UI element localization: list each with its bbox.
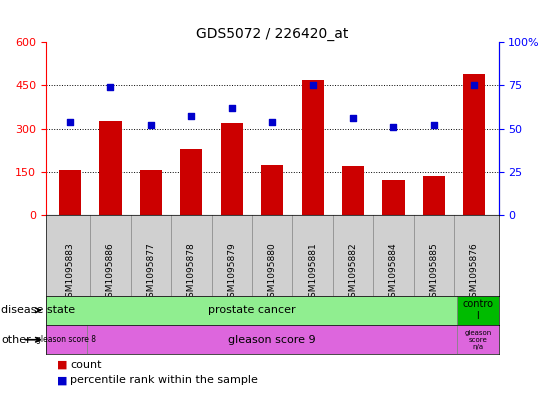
Point [349,115,357,121]
Bar [342,166,364,215]
Bar [59,170,81,215]
Point [147,122,155,128]
Point [470,82,479,88]
Point [66,118,74,125]
Text: ■: ■ [57,360,67,370]
Bar [458,325,499,354]
Text: gleason score 8: gleason score 8 [37,335,96,344]
Bar [382,180,405,215]
Point [308,82,317,88]
Bar [261,165,284,215]
Text: percentile rank within the sample: percentile rank within the sample [70,375,258,386]
Bar [423,176,445,215]
Bar [99,121,122,215]
Point [389,124,398,130]
Point [430,122,438,128]
Text: count: count [70,360,101,370]
Point [268,118,277,125]
Bar [180,149,203,215]
Point [227,105,236,111]
Bar [301,79,324,215]
Bar [463,74,486,215]
Text: other: other [1,335,31,345]
Title: GDS5072 / 226420_at: GDS5072 / 226420_at [196,27,348,41]
Bar [87,325,458,354]
Point [106,84,115,90]
Text: disease state: disease state [1,305,75,315]
Text: gleason
score
n/a: gleason score n/a [465,330,492,350]
Bar [458,296,499,325]
Bar [46,325,87,354]
Bar [220,123,243,215]
Text: ■: ■ [57,375,67,386]
Text: gleason score 9: gleason score 9 [229,335,316,345]
Text: prostate cancer: prostate cancer [208,305,295,315]
Point [187,113,196,119]
Text: contro
l: contro l [462,299,494,321]
Bar [140,170,162,215]
